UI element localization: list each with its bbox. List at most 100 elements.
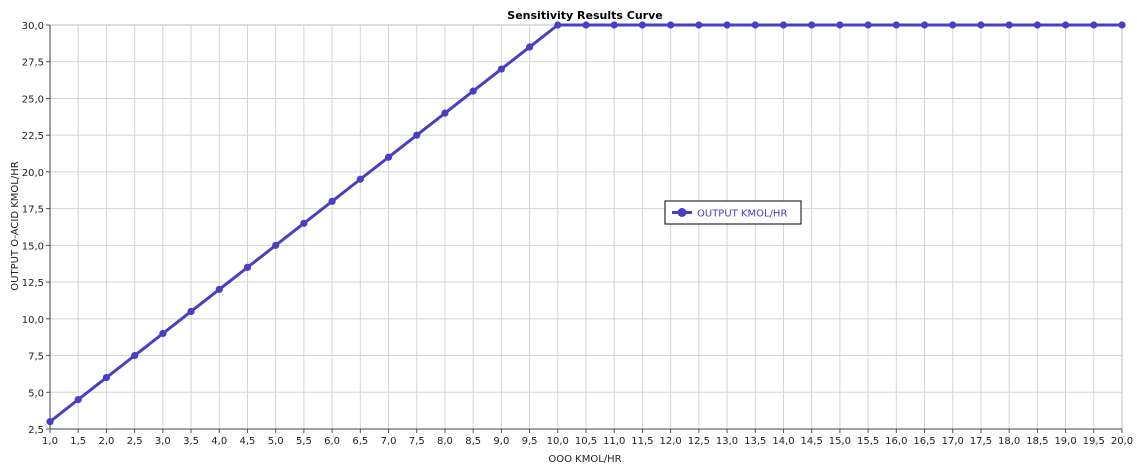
data-point: [525, 43, 534, 51]
data-point: [300, 219, 308, 227]
data-point: [1033, 21, 1041, 29]
x-tick-label: 6,0: [324, 436, 340, 447]
data-point: [695, 21, 703, 29]
x-tick-label: 2,0: [98, 436, 114, 447]
x-tick-label: 10,5: [575, 436, 597, 447]
data-point: [46, 418, 54, 426]
data-point: [582, 21, 590, 29]
data-point: [413, 131, 421, 139]
x-tick-label: 4,5: [240, 436, 256, 447]
y-tick-label: 17,5: [22, 205, 44, 216]
data-point: [667, 21, 675, 29]
data-point: [328, 197, 336, 205]
data-point: [949, 21, 957, 29]
y-tick-label: 7,5: [28, 352, 44, 363]
x-tick-label: 12,0: [659, 436, 681, 447]
x-tick-label: 9,0: [493, 436, 509, 447]
x-tick-label: 19,5: [1083, 436, 1105, 447]
axes: [46, 24, 1123, 433]
data-point: [243, 263, 252, 271]
legend[interactable]: OUTPUT KMOL/HR: [664, 200, 802, 225]
y-tick-label: 22,5: [22, 131, 44, 142]
data-point: [215, 285, 223, 294]
legend-marker-swatch: [677, 208, 687, 217]
series-layer: [46, 21, 1126, 426]
x-tick-label: 6,5: [352, 436, 368, 447]
y-tick-label: 5,0: [28, 388, 44, 399]
data-point: [497, 65, 505, 73]
data-point: [723, 21, 731, 29]
data-point: [920, 21, 929, 29]
y-tick-label: 27,5: [22, 58, 44, 69]
x-tick-label: 1,5: [70, 436, 86, 447]
data-point: [159, 329, 167, 338]
data-point: [356, 175, 364, 183]
y-tick-label: 2,5: [28, 425, 44, 436]
data-point: [441, 109, 449, 117]
legend-label: OUTPUT KMOL/HR: [697, 209, 787, 220]
data-point: [751, 21, 759, 29]
x-tick-label: 16,0: [885, 436, 907, 447]
data-point: [779, 21, 788, 29]
data-point: [864, 21, 872, 29]
data-point: [892, 21, 900, 29]
data-point: [1061, 21, 1070, 29]
x-tick-label: 13,5: [744, 436, 766, 447]
x-tick-label: 14,5: [801, 436, 823, 447]
y-tick-label: 25,0: [22, 94, 44, 105]
data-point: [1118, 21, 1126, 29]
data-point: [102, 373, 111, 382]
data-point: [384, 153, 393, 161]
data-point: [131, 351, 139, 360]
y-axis-title: OUTPUT O-ACID KMOL/HR: [10, 161, 21, 290]
x-tick-label: 19,0: [1054, 436, 1076, 447]
data-point: [554, 21, 562, 29]
data-point: [74, 396, 82, 404]
x-tick-label: 3,5: [183, 436, 199, 447]
x-tick-label: 18,5: [1026, 436, 1048, 447]
data-point: [836, 21, 844, 29]
y-tick-label: 20,0: [22, 168, 44, 179]
x-tick-label: 7,0: [381, 436, 397, 447]
x-tick-label: 11,5: [631, 436, 653, 447]
x-tick-label: 9,5: [522, 436, 538, 447]
x-tick-label: 3,0: [155, 436, 171, 447]
x-tick-label: 16,5: [913, 436, 935, 447]
data-point: [1005, 21, 1013, 29]
data-point: [638, 21, 647, 29]
x-tick-label: 15,0: [829, 436, 851, 447]
x-tick-label: 4,0: [211, 436, 227, 447]
y-tick-label: 30,0: [22, 21, 44, 32]
y-tick-labels: 2,5 5,0 7,5 10,0 12,5 15,0 17,5 20,0 22,5 25,0 27,…: [22, 21, 44, 436]
data-point: [977, 21, 985, 29]
x-tick-label: 2,5: [127, 436, 143, 447]
y-tick-label: 15,0: [22, 241, 44, 252]
x-tick-label: 5,0: [268, 436, 284, 447]
x-tick-label: 13,0: [716, 436, 738, 447]
x-tick-label: 20,0: [1111, 436, 1133, 447]
data-point: [272, 241, 280, 249]
y-tick-label: 12,5: [22, 278, 44, 289]
x-tick-label: 11,0: [603, 436, 625, 447]
x-tick-label: 8,5: [465, 436, 481, 447]
grid: [49, 24, 1123, 430]
x-tick-label: 7,5: [409, 436, 425, 447]
x-tick-label: 5,5: [296, 436, 312, 447]
x-tick-labels: 1,0 1,5 2,0 2,5 3,0 3,5 4,0 4,5 5,0 5,5 6,0 6,5 7,0 7…: [42, 436, 1133, 447]
y-tick-label: 10,0: [22, 315, 44, 326]
data-point: [187, 307, 195, 316]
data-point: [808, 21, 816, 29]
chart-title: Sensitivity Results Curve: [507, 9, 662, 22]
data-point: [469, 87, 477, 95]
data-point: [610, 21, 618, 29]
x-tick-label: 15,5: [857, 436, 879, 447]
x-tick-label: 18,0: [998, 436, 1020, 447]
x-tick-label: 17,5: [970, 436, 992, 447]
x-tick-label: 14,0: [772, 436, 794, 447]
x-tick-label: 1,0: [42, 436, 58, 447]
data-point: [1090, 21, 1098, 29]
x-tick-label: 17,0: [942, 436, 964, 447]
legend-box: [664, 200, 802, 225]
x-tick-label: 12,5: [688, 436, 710, 447]
